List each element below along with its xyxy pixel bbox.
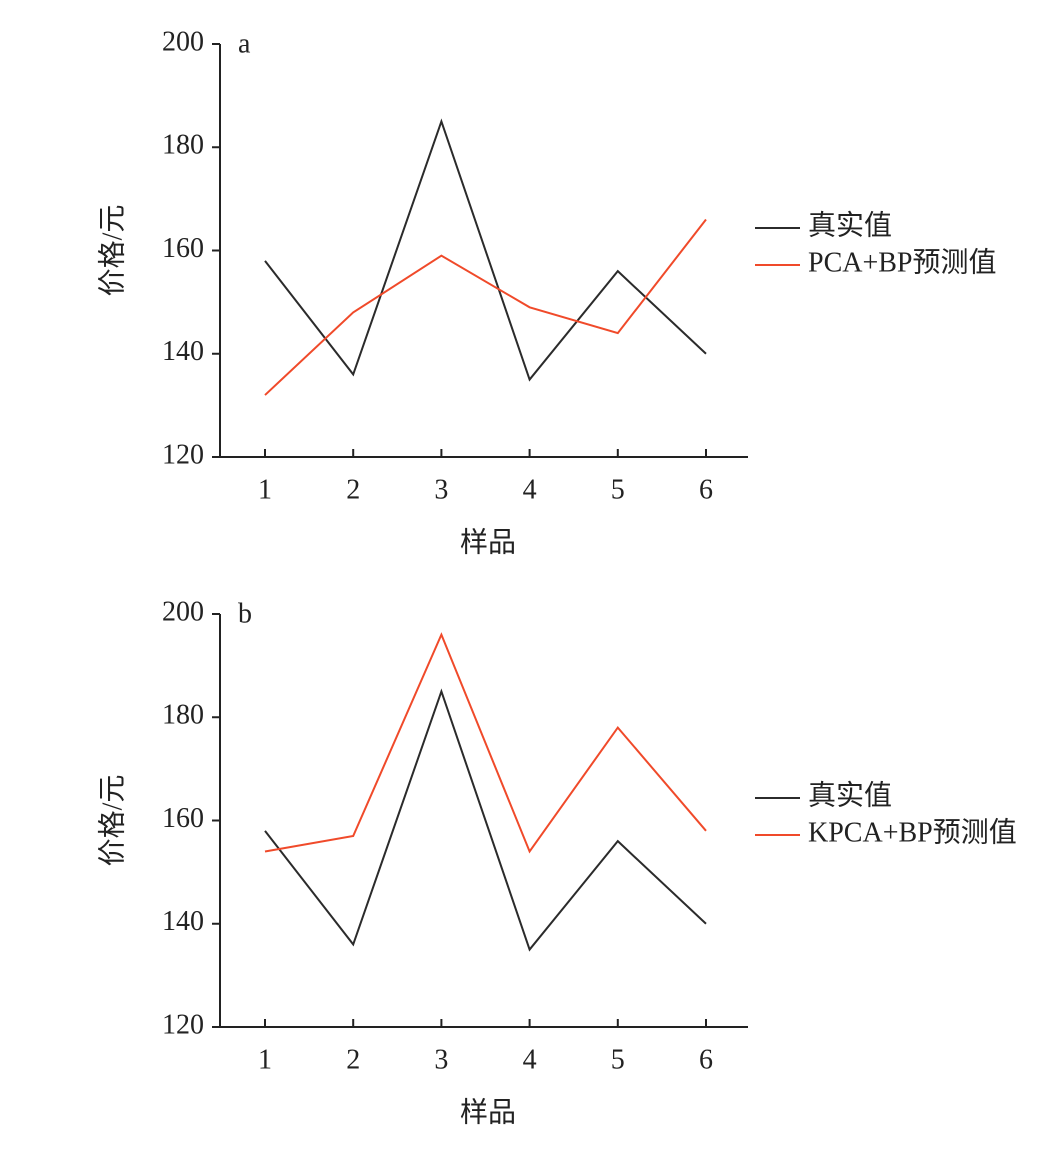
series-line [264,218,707,396]
y-tick-label: 120 [162,1009,204,1040]
panel-label: b [238,598,252,629]
legend-label: KPCA+BP预测值 [808,816,1017,848]
legend-label: PCA+BP预测值 [808,246,997,278]
x-tick-label: 5 [611,474,625,505]
y-tick-label: 180 [162,130,204,161]
x-tick-label: 4 [523,1044,537,1075]
x-tick-label: 6 [699,1044,713,1075]
x-tick-label: 2 [346,474,360,505]
y-tick-label: 140 [162,336,204,367]
panel-label: a [238,28,251,59]
y-tick-label: 160 [162,803,204,834]
x-tick-label: 6 [699,474,713,505]
x-tick-label: 3 [434,474,448,505]
x-tick-label: 1 [258,1044,272,1075]
legend-label: 真实值 [808,779,892,811]
x-tick-label: 1 [258,474,272,505]
x-tick-label: 5 [611,1044,625,1075]
x-axis-label: 样品 [460,1096,516,1128]
y-tick-label: 160 [162,233,204,264]
series-line [264,118,707,382]
y-tick-label: 140 [162,906,204,937]
legend-label: 真实值 [808,209,892,241]
y-tick-label: 120 [162,439,204,470]
y-tick-label: 180 [162,700,204,731]
y-tick-label: 200 [162,596,204,627]
x-tick-label: 2 [346,1044,360,1075]
series-line [264,632,707,854]
series-line [264,688,707,952]
y-axis-label: 价格/元 [96,205,128,297]
x-tick-label: 3 [434,1044,448,1075]
x-axis-label: 样品 [460,526,516,558]
x-tick-label: 4 [523,474,537,505]
y-axis-label: 价格/元 [96,775,128,867]
y-tick-label: 200 [162,26,204,57]
